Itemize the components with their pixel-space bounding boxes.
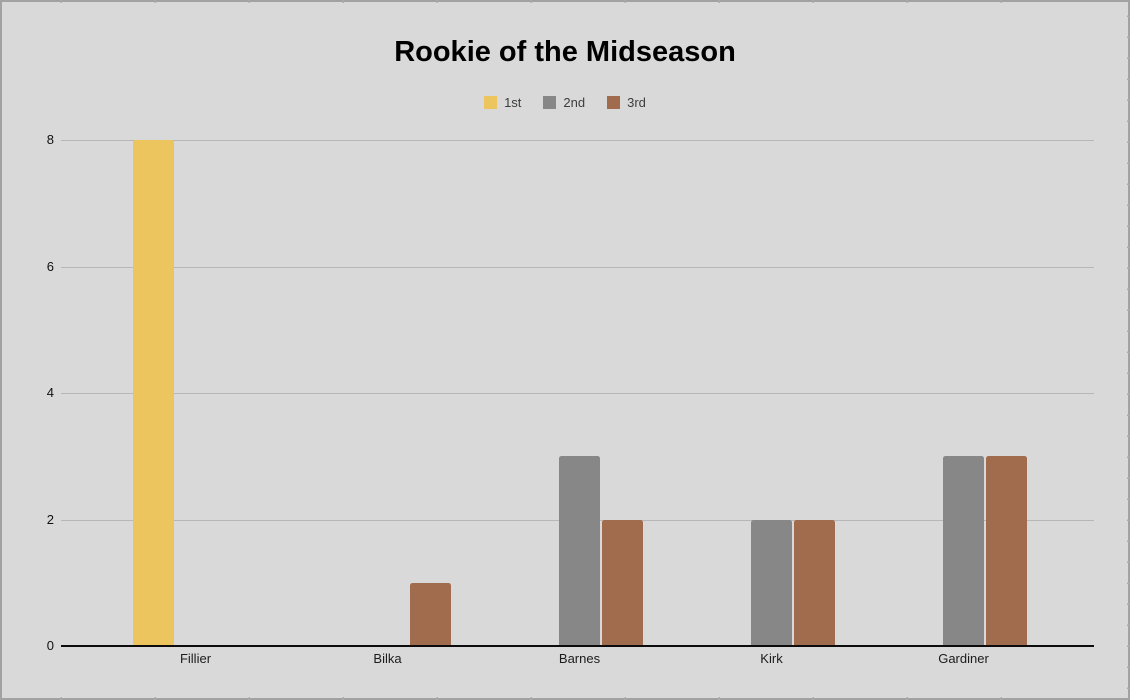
ytick-label-2: 2 — [46, 511, 54, 527]
bar-3rd-bilka — [409, 582, 451, 646]
bar-2nd-gardiner — [943, 456, 984, 646]
legend-item-1st: 1st — [484, 95, 521, 110]
chart-title: Rookie of the Midseason — [394, 36, 736, 68]
gridline-6 — [61, 267, 1094, 268]
legend-item-3rd: 3rd — [607, 95, 646, 110]
legend-swatch-2nd — [543, 95, 557, 109]
category-label-bilka: Bilka — [373, 651, 402, 666]
bar-3rd-kirk — [793, 519, 835, 646]
plot-area — [61, 140, 1094, 647]
ytick-label-0: 0 — [46, 638, 54, 653]
category-label-barnes: Barnes — [558, 651, 601, 666]
bar-3rd-gardiner — [985, 456, 1027, 646]
bar-3rd-barnes — [601, 519, 643, 646]
bar-1st-fillier — [132, 140, 174, 646]
category-label-fillier: Fillier — [179, 651, 212, 666]
legend-swatch-3rd — [607, 95, 621, 109]
category-label-gardiner: Gardiner — [938, 651, 989, 666]
spreadsheet-gridline-stubs-top — [2, 0, 1128, 3]
x-axis-baseline — [61, 645, 1094, 647]
ytick-label-6: 6 — [46, 258, 54, 274]
legend-item-2nd: 2nd — [543, 95, 585, 110]
ytick-label-8: 8 — [46, 132, 54, 147]
bar-2nd-kirk — [751, 519, 792, 646]
gridline-4 — [61, 393, 1094, 394]
bar-2nd-barnes — [559, 456, 600, 646]
legend-label-3rd: 3rd — [627, 94, 646, 110]
chart-legend: 1st 2nd 3rd — [2, 93, 1128, 111]
legend-label-1st: 1st — [504, 94, 522, 110]
gridline-8 — [61, 140, 1094, 141]
ytick-label-4: 4 — [46, 385, 54, 400]
legend-swatch-1st — [484, 95, 498, 109]
category-label-kirk: Kirk — [760, 651, 783, 666]
legend-label-2nd: 2nd — [563, 94, 586, 110]
